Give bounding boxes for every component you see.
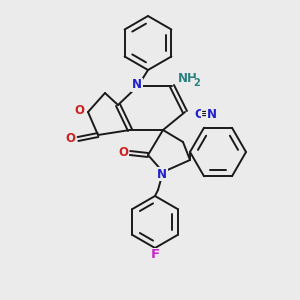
Text: C: C [195, 107, 203, 121]
Text: ≡: ≡ [201, 109, 211, 119]
Text: NH: NH [178, 71, 198, 85]
Text: N: N [157, 167, 167, 181]
Text: N: N [132, 79, 142, 92]
Text: O: O [65, 133, 75, 146]
Text: N: N [207, 107, 217, 121]
Text: O: O [118, 146, 128, 158]
Text: F: F [150, 248, 160, 262]
Text: O: O [74, 104, 84, 118]
Text: 2: 2 [194, 78, 200, 88]
